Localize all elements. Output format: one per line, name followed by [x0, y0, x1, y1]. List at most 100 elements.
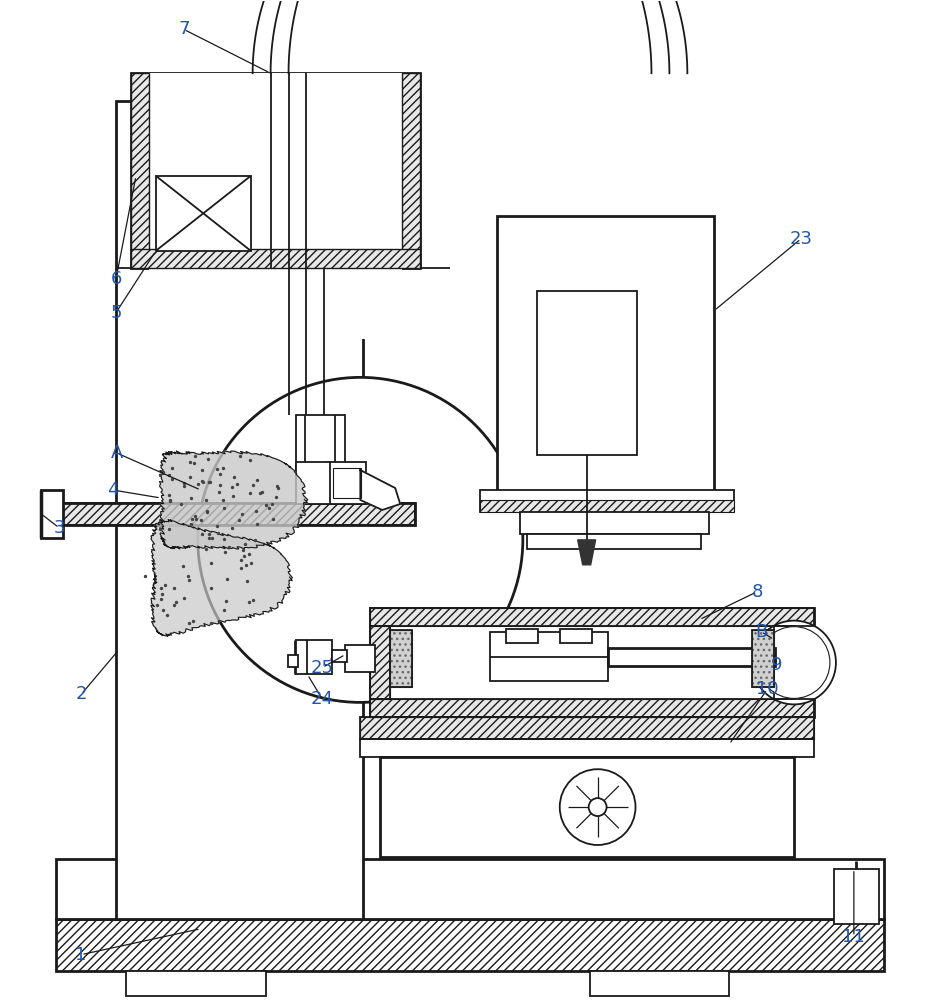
- Bar: [328, 462, 367, 504]
- Point: [229, 476, 244, 492]
- Text: 4: 4: [107, 481, 118, 499]
- Point: [188, 511, 203, 527]
- Bar: [345, 645, 375, 672]
- Point: [265, 496, 280, 512]
- Bar: [56, 919, 884, 971]
- Point: [203, 615, 218, 631]
- Point: [166, 580, 181, 596]
- Bar: [537, 291, 636, 455]
- Polygon shape: [578, 540, 596, 565]
- Point: [137, 568, 152, 584]
- Point: [162, 521, 177, 537]
- Point: [227, 469, 242, 485]
- Bar: [131, 73, 149, 268]
- Text: 7: 7: [178, 20, 190, 38]
- Bar: [497, 216, 714, 500]
- Point: [187, 508, 202, 524]
- Point: [198, 492, 213, 508]
- Point: [247, 532, 262, 548]
- Bar: [752, 630, 775, 687]
- Bar: [390, 630, 412, 687]
- Point: [211, 525, 226, 541]
- Point: [152, 521, 167, 537]
- Bar: [295, 415, 345, 480]
- Text: 3: 3: [54, 519, 65, 537]
- Text: 10: 10: [756, 680, 778, 698]
- Circle shape: [752, 621, 836, 704]
- Point: [217, 544, 232, 560]
- Text: 25: 25: [311, 659, 334, 677]
- Point: [219, 571, 234, 587]
- Bar: [360, 717, 814, 739]
- Point: [176, 478, 191, 494]
- Point: [191, 476, 206, 492]
- Point: [222, 539, 237, 555]
- Bar: [370, 608, 814, 717]
- Polygon shape: [160, 451, 307, 549]
- Polygon shape: [360, 470, 400, 510]
- Bar: [607, 648, 776, 666]
- Bar: [834, 869, 879, 924]
- Bar: [589, 971, 729, 996]
- Point: [225, 520, 240, 536]
- Point: [224, 479, 239, 495]
- Point: [196, 474, 211, 490]
- Point: [268, 489, 283, 505]
- Point: [180, 568, 196, 584]
- Point: [248, 503, 263, 519]
- Text: 23: 23: [790, 230, 812, 248]
- Bar: [360, 717, 814, 739]
- Bar: [480, 500, 734, 512]
- Point: [242, 594, 257, 610]
- Point: [204, 555, 219, 571]
- Point: [150, 597, 165, 613]
- Point: [237, 548, 252, 564]
- Circle shape: [588, 798, 606, 816]
- Bar: [307, 640, 333, 674]
- Bar: [56, 859, 884, 919]
- Point: [162, 487, 177, 503]
- Point: [210, 461, 225, 477]
- Bar: [526, 534, 701, 549]
- Point: [210, 518, 225, 534]
- Bar: [334, 468, 361, 498]
- Bar: [775, 626, 794, 699]
- Bar: [752, 630, 775, 687]
- Bar: [131, 249, 420, 268]
- Point: [242, 546, 257, 562]
- Bar: [370, 608, 814, 626]
- Point: [231, 512, 246, 528]
- Point: [271, 480, 286, 496]
- Point: [168, 594, 183, 610]
- Point: [153, 580, 168, 596]
- Point: [201, 530, 216, 546]
- Point: [246, 477, 261, 493]
- Point: [164, 471, 180, 487]
- Bar: [370, 626, 390, 699]
- Point: [232, 448, 247, 464]
- Point: [157, 577, 172, 593]
- Point: [195, 526, 210, 542]
- Bar: [333, 650, 348, 662]
- Point: [163, 493, 178, 509]
- Point: [198, 541, 213, 557]
- Point: [261, 500, 276, 516]
- Circle shape: [559, 769, 635, 845]
- Bar: [402, 73, 420, 268]
- Point: [153, 591, 168, 607]
- Point: [216, 500, 231, 516]
- Text: 2: 2: [75, 685, 86, 703]
- Bar: [480, 490, 734, 512]
- Point: [235, 506, 250, 522]
- Bar: [288, 655, 298, 667]
- Text: 1: 1: [75, 946, 86, 964]
- Point: [216, 492, 231, 508]
- Point: [182, 469, 197, 485]
- Point: [202, 474, 217, 490]
- Text: 8: 8: [751, 583, 763, 601]
- Point: [235, 542, 250, 558]
- Point: [255, 484, 270, 500]
- Point: [182, 454, 197, 470]
- Circle shape: [759, 627, 830, 698]
- Point: [204, 530, 219, 546]
